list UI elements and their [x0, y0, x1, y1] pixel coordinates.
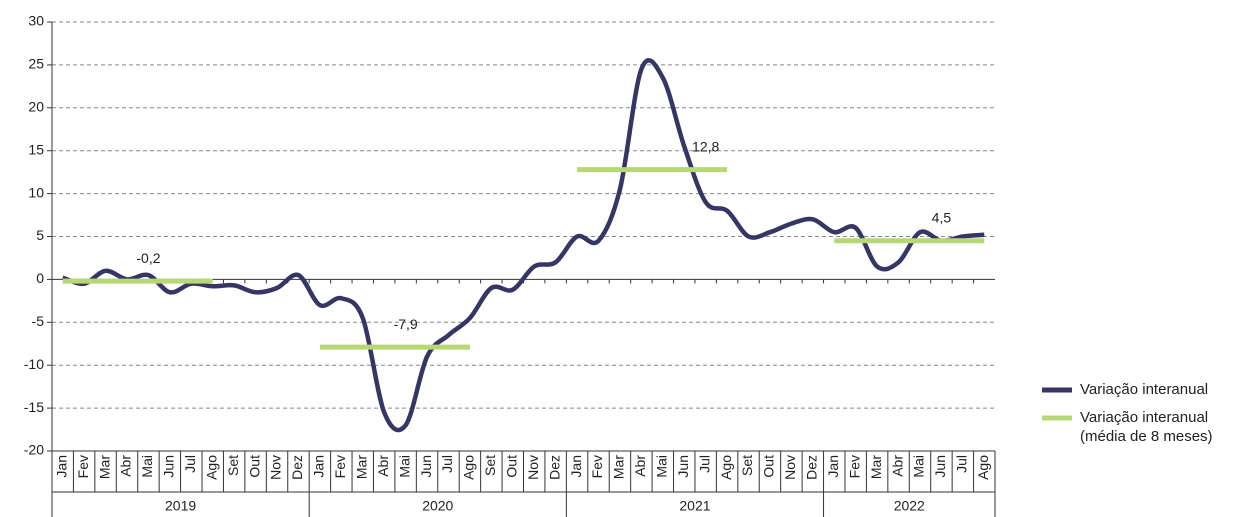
x-tick-label: Jan	[825, 455, 841, 478]
x-tick-label: Mai	[396, 455, 412, 478]
x-tick-label: Jun	[675, 455, 691, 478]
x-group-label: 2020	[422, 498, 453, 514]
x-tick-label: Ago	[203, 455, 219, 480]
y-tick-label: 25	[28, 56, 44, 72]
x-tick-label: Mai	[911, 455, 927, 478]
x-tick-label: Jun	[418, 455, 434, 478]
x-tick-label: Dez	[546, 455, 562, 480]
series-line	[61, 58, 985, 433]
x-tick-label: Fev	[846, 455, 862, 478]
x-group-label: 2019	[165, 498, 196, 514]
y-tick-label: -5	[32, 313, 45, 329]
x-tick-label: Jan	[53, 455, 69, 478]
x-tick-label: Jul	[182, 455, 198, 473]
x-tick-label: Jan	[311, 455, 327, 478]
x-tick-label: Set	[739, 455, 755, 476]
x-tick-label: Nov	[782, 455, 798, 480]
y-tick-label: 0	[36, 270, 44, 286]
x-tick-label: Mar	[868, 455, 884, 479]
y-tick-label: 30	[28, 13, 44, 29]
x-tick-label: Fev	[75, 455, 91, 478]
legend-label: Variação interanual (média de 8 meses)	[1080, 409, 1213, 445]
value-label: -7,9	[394, 316, 418, 332]
x-tick-label: Abr	[118, 455, 134, 477]
x-tick-label: Out	[246, 455, 262, 478]
x-tick-label: Nov	[525, 455, 541, 480]
y-tick-label: -15	[24, 399, 44, 415]
value-label: -0,2	[136, 250, 160, 266]
x-tick-label: Ago	[461, 455, 477, 480]
x-tick-label: Abr	[632, 455, 648, 477]
x-tick-label: Abr	[375, 455, 391, 477]
x-tick-label: Fev	[589, 455, 605, 478]
x-tick-label: Out	[761, 455, 777, 478]
x-tick-label: Jun	[161, 455, 177, 478]
y-tick-label: 5	[36, 227, 44, 243]
x-tick-label: Set	[225, 455, 241, 476]
x-tick-label: Jun	[932, 455, 948, 478]
y-tick-label: -20	[24, 442, 44, 458]
x-tick-label: Ago	[718, 455, 734, 480]
x-tick-label: Ago	[975, 455, 991, 480]
x-tick-label: Out	[503, 455, 519, 478]
y-tick-label: 10	[28, 184, 44, 200]
x-tick-label: Abr	[889, 455, 905, 477]
x-tick-label: Nov	[268, 455, 284, 480]
x-tick-label: Mar	[611, 455, 627, 479]
y-tick-label: 15	[28, 141, 44, 157]
x-tick-label: Fev	[332, 455, 348, 478]
x-group-label: 2022	[894, 498, 925, 514]
x-group-label: 2021	[679, 498, 710, 514]
x-tick-label: Mar	[96, 455, 112, 479]
x-tick-label: Jul	[439, 455, 455, 473]
x-tick-label: Jul	[954, 455, 970, 473]
x-tick-label: Mai	[139, 455, 155, 478]
x-tick-label: Mar	[353, 455, 369, 479]
series-line	[62, 167, 985, 350]
x-tick-label: Mai	[654, 455, 670, 478]
x-tick-label: Jan	[568, 455, 584, 478]
value-label: 12,8	[692, 138, 719, 154]
y-tick-label: -10	[24, 356, 44, 372]
x-tick-label: Dez	[804, 455, 820, 480]
x-tick-label: Set	[482, 455, 498, 476]
x-tick-label: Jul	[696, 455, 712, 473]
value-label: 4,5	[932, 209, 952, 225]
legend-label: Variação interanual	[1080, 381, 1209, 398]
x-tick-label: Dez	[289, 455, 305, 480]
y-tick-label: 20	[28, 99, 44, 115]
